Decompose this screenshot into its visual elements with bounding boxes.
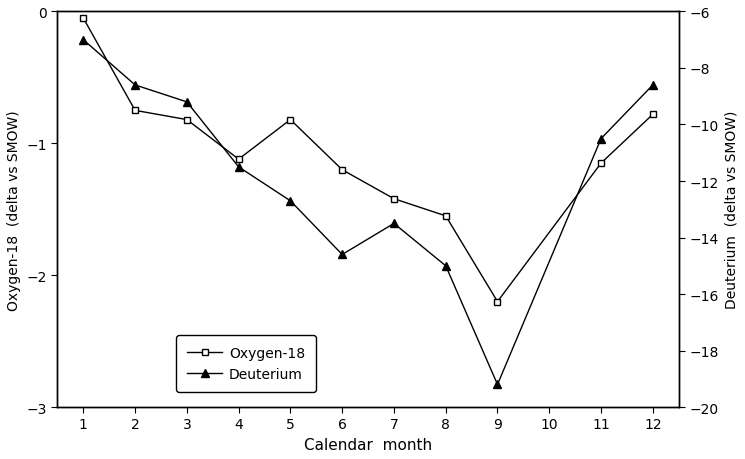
Oxygen-18 xyxy=(390,196,399,202)
Deuterium xyxy=(493,382,502,387)
X-axis label: Calendar  month: Calendar month xyxy=(304,437,432,452)
Line: Deuterium: Deuterium xyxy=(79,36,657,389)
Y-axis label: Oxygen-18  (delta vs SMOW): Oxygen-18 (delta vs SMOW) xyxy=(7,110,21,310)
Deuterium xyxy=(130,83,139,89)
Oxygen-18 xyxy=(286,118,295,123)
Oxygen-18 xyxy=(183,118,191,123)
Y-axis label: Deuterium  (delta vs SMOW): Deuterium (delta vs SMOW) xyxy=(724,111,738,309)
Oxygen-18 xyxy=(234,157,243,162)
Deuterium xyxy=(286,199,295,204)
Deuterium xyxy=(648,83,657,89)
Deuterium xyxy=(337,252,346,257)
Oxygen-18 xyxy=(648,112,657,118)
Oxygen-18 xyxy=(441,213,450,219)
Oxygen-18 xyxy=(597,161,606,167)
Line: Oxygen-18: Oxygen-18 xyxy=(80,16,656,305)
Deuterium xyxy=(183,100,191,106)
Deuterium xyxy=(79,38,88,43)
Oxygen-18 xyxy=(79,16,88,22)
Oxygen-18 xyxy=(130,108,139,114)
Legend: Oxygen-18, Deuterium: Oxygen-18, Deuterium xyxy=(177,336,316,392)
Oxygen-18 xyxy=(337,168,346,173)
Deuterium xyxy=(234,165,243,170)
Oxygen-18 xyxy=(493,299,502,305)
Deuterium xyxy=(390,221,399,227)
Deuterium xyxy=(597,137,606,142)
Deuterium xyxy=(441,263,450,269)
